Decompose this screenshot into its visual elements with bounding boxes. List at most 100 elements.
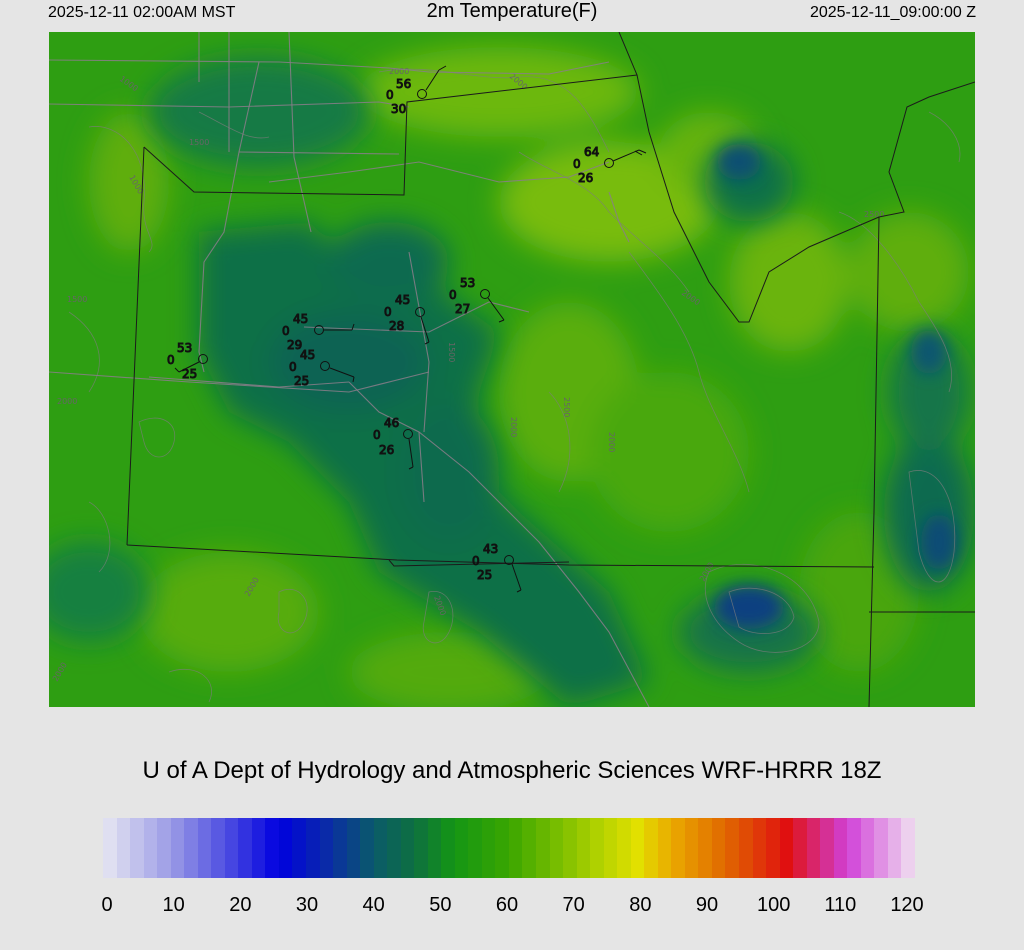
colorbar-segment bbox=[684, 818, 699, 878]
colorbar-segment bbox=[197, 818, 212, 878]
colorbar-segment bbox=[400, 818, 415, 878]
terrain-contours bbox=[68, 68, 961, 703]
station-temp: 64 bbox=[584, 145, 599, 159]
colorbar-segment bbox=[414, 818, 428, 878]
colorbar-segment bbox=[468, 818, 482, 878]
station-plot: 56 0 30 bbox=[386, 65, 447, 117]
station-plot: 53 0 27 bbox=[449, 276, 505, 323]
colorbar-segment bbox=[901, 818, 915, 878]
station-cloud: 0 bbox=[373, 428, 381, 442]
colorbar-segment bbox=[103, 818, 117, 878]
county-boundaries bbox=[126, 32, 975, 707]
colorbar-tick-label: 90 bbox=[695, 894, 719, 916]
colorbar-segment bbox=[874, 818, 888, 878]
station-cloud: 0 bbox=[167, 353, 175, 367]
temperature-map: 1000 1500 1000 2000 2000 1500 2000 2000 … bbox=[49, 32, 975, 707]
utc-time-label: 2025-12-11_09:00:00 Z bbox=[809, 4, 976, 21]
colorbar-segment bbox=[563, 818, 577, 878]
station-temp: 53 bbox=[177, 341, 192, 355]
colorbar-segment bbox=[644, 818, 658, 878]
colorbar-tick-label: 50 bbox=[429, 894, 452, 916]
colorbar-segment bbox=[116, 818, 131, 878]
colorbar-segment bbox=[820, 818, 834, 878]
colorbar-tick-label: 20 bbox=[229, 894, 252, 916]
station-temp: 45 bbox=[395, 293, 410, 307]
station-plot: 43 0 25 bbox=[472, 542, 522, 593]
colorbar-segment bbox=[333, 818, 347, 878]
colorbar-tick-label: 60 bbox=[495, 894, 519, 916]
colorbar-segment bbox=[549, 818, 564, 878]
colorbar-segment bbox=[738, 818, 753, 878]
colorbar-tick-label: 100 bbox=[756, 894, 791, 916]
colorbar-tick-label: 10 bbox=[162, 894, 185, 916]
colorbar-tick-label: 30 bbox=[295, 894, 319, 916]
colorbar-tick-label: 70 bbox=[562, 894, 585, 916]
colorbar-segment bbox=[793, 818, 807, 878]
station-markers: 56 0 30 64 0 26 53 0 27 bbox=[167, 65, 647, 593]
colorbar-segment bbox=[536, 818, 550, 878]
station-cloud: 0 bbox=[449, 288, 457, 302]
colorbar-segment bbox=[305, 818, 320, 878]
station-temp: 43 bbox=[483, 542, 498, 556]
colorbar-segment bbox=[860, 818, 875, 878]
colorbar-segment bbox=[130, 818, 144, 878]
colorbar-segment bbox=[170, 818, 185, 878]
colorbar-segment bbox=[427, 818, 442, 878]
station-plot: 53 0 25 bbox=[167, 341, 208, 382]
station-temp: 45 bbox=[293, 312, 308, 326]
colorbar-segment bbox=[806, 818, 821, 878]
colorbar-tick-label: 110 bbox=[824, 894, 857, 916]
colorbar-segment bbox=[387, 818, 401, 878]
colorbar-segment bbox=[725, 818, 739, 878]
colorbar-segment bbox=[278, 818, 293, 878]
colorbar-segment bbox=[603, 818, 618, 878]
contour-label-2000: 2000 bbox=[389, 67, 409, 76]
colorbar-tick-label: 40 bbox=[362, 894, 385, 916]
colorbar-segment bbox=[752, 818, 767, 878]
station-dewpoint: 26 bbox=[578, 171, 593, 185]
model-credit: U of A Dept of Hydrology and Atmospheric… bbox=[142, 757, 882, 784]
station-plot: 64 0 26 bbox=[573, 145, 647, 186]
colorbar-segment bbox=[766, 818, 780, 878]
station-plot: 45 0 28 bbox=[384, 293, 430, 345]
colorbar-segment bbox=[576, 818, 591, 878]
colorbar-segment bbox=[251, 818, 266, 878]
colorbar-segment bbox=[346, 818, 361, 878]
colorbar-segment bbox=[887, 818, 902, 878]
colorbar-segment bbox=[454, 818, 469, 878]
station-dewpoint: 25 bbox=[182, 367, 197, 381]
station-plot: 45 0 29 bbox=[282, 312, 355, 353]
colorbar-segment bbox=[292, 818, 306, 878]
station-cloud: 0 bbox=[282, 324, 290, 338]
station-temp: 46 bbox=[384, 416, 399, 430]
colorbar-segment bbox=[224, 818, 239, 878]
colorbar-tick-label: 80 bbox=[629, 894, 652, 916]
colorbar-segment bbox=[211, 818, 225, 878]
station-cloud: 0 bbox=[573, 157, 581, 171]
colorbar-segment bbox=[184, 818, 198, 878]
station-dewpoint: 26 bbox=[379, 443, 394, 457]
colorbar-segment bbox=[698, 818, 712, 878]
colorbar-segment bbox=[143, 818, 158, 878]
contour-label-2000-c: 2000 bbox=[57, 397, 77, 406]
colorbar-segment bbox=[671, 818, 685, 878]
colorbar-segment bbox=[441, 818, 455, 878]
temperature-colorbar bbox=[103, 818, 915, 878]
contour-labels: 1000 1500 1000 2000 2000 1500 2000 2000 … bbox=[51, 67, 884, 683]
station-plot: 45 0 25 bbox=[289, 348, 355, 389]
colorbar-segment bbox=[779, 818, 794, 878]
station-dewpoint: 25 bbox=[294, 374, 309, 388]
station-plot: 46 0 26 bbox=[373, 416, 414, 470]
colorbar-tick-label: 120 bbox=[890, 894, 924, 916]
colorbar-segment bbox=[373, 818, 388, 878]
station-temp: 56 bbox=[396, 77, 411, 91]
colorbar-segment bbox=[657, 818, 672, 878]
colorbar-segment bbox=[238, 818, 252, 878]
colorbar-segment bbox=[157, 818, 171, 878]
contour-label-1500-c: 1500 bbox=[447, 342, 456, 362]
station-dewpoint: 30 bbox=[391, 102, 406, 116]
station-dewpoint: 29 bbox=[287, 338, 302, 352]
colorbar-segment bbox=[617, 818, 631, 878]
colorbar-segment bbox=[265, 818, 279, 878]
colorbar-segment bbox=[711, 818, 726, 878]
